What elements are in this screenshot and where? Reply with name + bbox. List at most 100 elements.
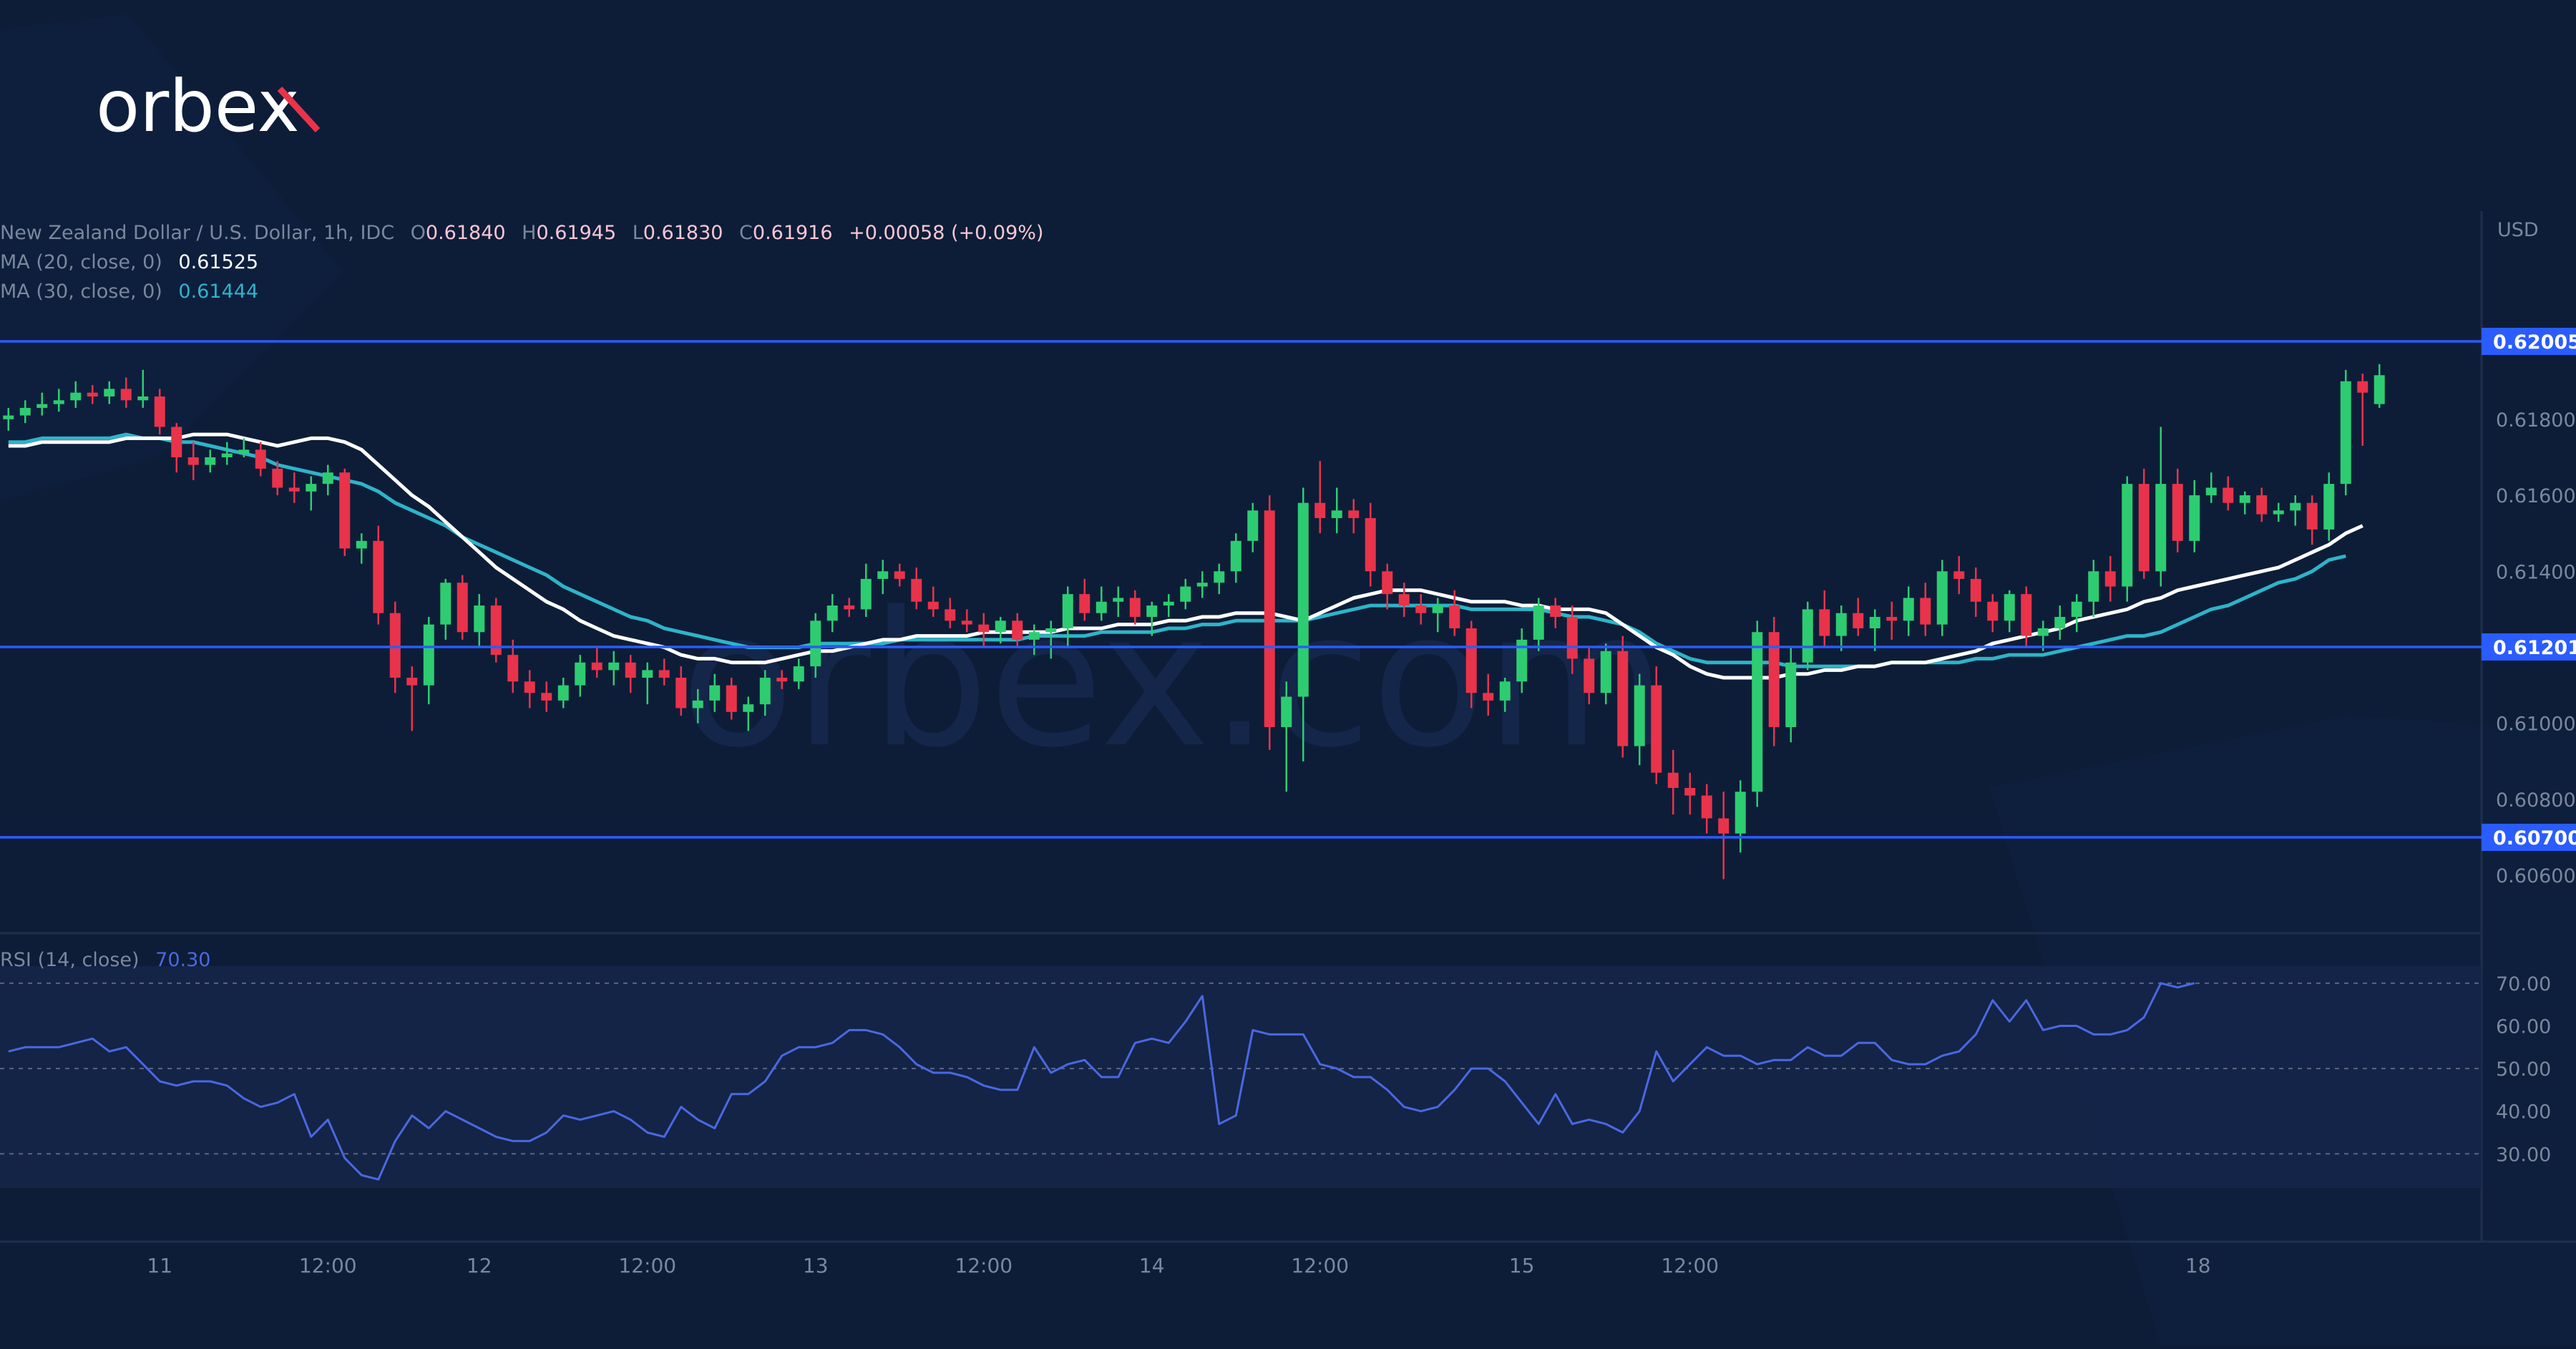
candle[interactable]: [36, 392, 48, 416]
candle[interactable]: [2071, 594, 2082, 633]
candle[interactable]: [1768, 617, 1780, 746]
candle[interactable]: [171, 423, 182, 473]
candle[interactable]: [1163, 594, 1174, 618]
time-tick-label[interactable]: 18: [2185, 1254, 2211, 1277]
candle[interactable]: [911, 567, 922, 610]
candle[interactable]: [137, 369, 149, 408]
candle[interactable]: [221, 442, 233, 465]
candle[interactable]: [1012, 613, 1023, 648]
candle[interactable]: [3, 407, 14, 431]
candle[interactable]: [2239, 491, 2250, 515]
candle[interactable]: [70, 381, 82, 408]
candle[interactable]: [490, 598, 502, 663]
candle[interactable]: [1314, 461, 1326, 534]
horizontal-levels[interactable]: 0.62005 0.61201 0.60700: [0, 328, 2576, 852]
candle[interactable]: [1079, 578, 1091, 621]
time-tick-label[interactable]: 13: [803, 1254, 829, 1277]
candle[interactable]: [187, 442, 199, 480]
candle[interactable]: [2104, 556, 2116, 602]
level-badge[interactable]: [2482, 328, 2576, 356]
candle[interactable]: [2155, 427, 2167, 587]
candle[interactable]: [927, 586, 939, 618]
candle[interactable]: [2122, 476, 2133, 602]
candle[interactable]: [625, 655, 636, 693]
candle[interactable]: [1062, 586, 1073, 648]
candle[interactable]: [2373, 364, 2385, 408]
candle[interactable]: [1735, 780, 1746, 853]
candle[interactable]: [53, 389, 64, 412]
candle[interactable]: [1348, 499, 1360, 534]
candle[interactable]: [423, 617, 434, 705]
candle[interactable]: [1028, 624, 1040, 656]
candle[interactable]: [978, 613, 990, 648]
candle[interactable]: [272, 461, 283, 496]
candle[interactable]: [306, 476, 317, 511]
candle[interactable]: [474, 594, 485, 648]
candle[interactable]: [406, 666, 418, 731]
candle[interactable]: [205, 449, 216, 473]
candle[interactable]: [1196, 571, 1208, 598]
time-tick-label[interactable]: 12:00: [1661, 1254, 1719, 1277]
candle[interactable]: [1096, 586, 1107, 621]
candle[interactable]: [793, 658, 804, 689]
candle[interactable]: [1465, 620, 1477, 708]
candle[interactable]: [2021, 586, 2032, 648]
candle[interactable]: [1701, 784, 1712, 834]
candle[interactable]: [2004, 590, 2015, 633]
candle[interactable]: [1785, 647, 1797, 743]
candle[interactable]: [2088, 560, 2099, 618]
candle[interactable]: [1651, 666, 1662, 784]
candle[interactable]: [844, 598, 855, 618]
candle[interactable]: [1667, 749, 1679, 815]
candle[interactable]: [759, 670, 771, 716]
candle[interactable]: [2273, 502, 2284, 522]
candle[interactable]: [1550, 598, 1561, 628]
candle[interactable]: [1617, 635, 1629, 758]
time-tick-label[interactable]: 12:00: [299, 1254, 357, 1277]
candle[interactable]: [255, 442, 266, 477]
level-badge[interactable]: [2482, 824, 2576, 852]
candle[interactable]: [2340, 369, 2351, 496]
candle[interactable]: [541, 681, 552, 712]
candle[interactable]: [877, 560, 889, 595]
candle[interactable]: [1684, 772, 1696, 815]
candle[interactable]: [1953, 556, 1965, 595]
candle[interactable]: [288, 472, 300, 503]
candle[interactable]: [1281, 681, 1292, 792]
candle-series[interactable]: [3, 364, 2385, 880]
candle[interactable]: [1331, 487, 1342, 534]
candle[interactable]: [1499, 677, 1511, 712]
candle[interactable]: [2357, 374, 2368, 447]
candle[interactable]: [1936, 560, 1948, 636]
candle[interactable]: [1247, 502, 1259, 552]
candle[interactable]: [709, 673, 721, 712]
candle[interactable]: [104, 381, 115, 404]
candle[interactable]: [1853, 598, 1864, 636]
candle[interactable]: [1382, 563, 1393, 610]
candle[interactable]: [120, 377, 132, 408]
level-badge[interactable]: [2482, 633, 2576, 661]
candle[interactable]: [894, 563, 905, 587]
time-tick-label[interactable]: 15: [1509, 1254, 1535, 1277]
candle[interactable]: [1264, 495, 1275, 750]
candle[interactable]: [1584, 647, 1595, 705]
candle[interactable]: [810, 613, 821, 678]
candle[interactable]: [2172, 468, 2183, 552]
candle[interactable]: [1113, 586, 1124, 618]
candle[interactable]: [2138, 468, 2150, 579]
time-tick-label[interactable]: 12: [467, 1254, 492, 1277]
price-axis[interactable]: 0.61800 0.61600 0.61400 0.61000 0.60800 0.606…: [2496, 409, 2576, 887]
candle[interactable]: [675, 666, 687, 716]
candle[interactable]: [2205, 472, 2217, 503]
candle[interactable]: [1835, 605, 1847, 651]
candle[interactable]: [1903, 586, 1914, 636]
candle[interactable]: [1718, 792, 1729, 880]
candle[interactable]: [1566, 605, 1578, 674]
candle[interactable]: [2306, 495, 2318, 545]
candle[interactable]: [1533, 598, 1544, 651]
candle[interactable]: [1516, 628, 1528, 693]
time-tick-label[interactable]: 14: [1139, 1254, 1165, 1277]
candle[interactable]: [776, 670, 788, 689]
candle[interactable]: [87, 385, 98, 404]
candle[interactable]: [826, 594, 838, 633]
